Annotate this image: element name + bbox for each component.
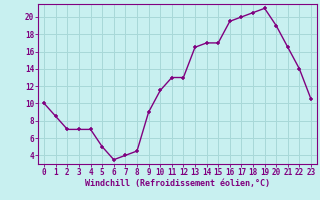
X-axis label: Windchill (Refroidissement éolien,°C): Windchill (Refroidissement éolien,°C): [85, 179, 270, 188]
